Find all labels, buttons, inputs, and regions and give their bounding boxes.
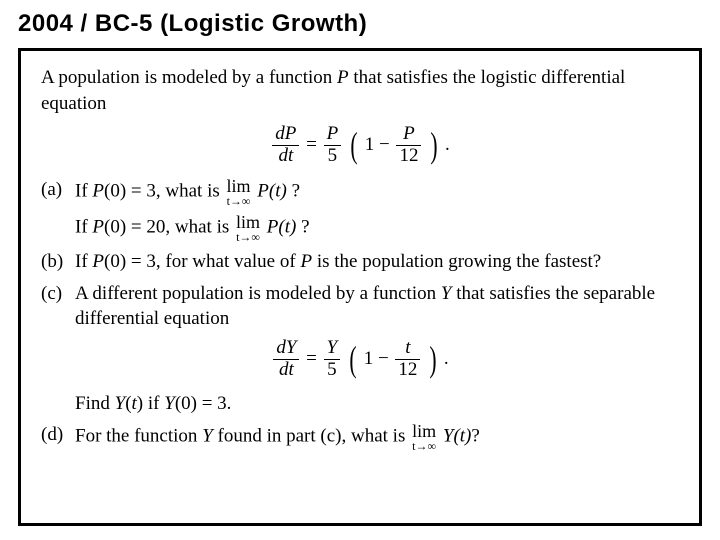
problem-box: A population is modeled by a function P … — [18, 48, 702, 526]
frac-p5: P 5 — [324, 124, 342, 167]
part-b: (b) If P(0) = 3, for what value of P is … — [41, 249, 679, 275]
part-a-body: If P(0) = 3, what is lim t→∞ P(t) ? — [75, 177, 679, 207]
part-d: (d) For the function Y found in part (c)… — [41, 422, 679, 452]
paren-group-1: ( 1 − P 12 ) — [348, 124, 440, 167]
limit-d: lim t→∞ — [412, 422, 436, 452]
part-a-line2: If P(0) = 20, what is lim t→∞ P(t) ? — [75, 213, 679, 243]
eq1-tail: . — [445, 134, 450, 155]
eq1-r2den: 12 — [396, 146, 421, 167]
page: 2004 / BC-5 (Logistic Growth) A populati… — [0, 0, 720, 540]
eq2-r1num: Y — [327, 337, 338, 358]
lim-top: lim — [227, 177, 251, 195]
part-c-line2: Find Y(t) if Y(0) = 3. — [75, 391, 679, 417]
eq1-inner: 1 − — [365, 134, 395, 155]
part-a: (a) If P(0) = 3, what is lim t→∞ P(t) ? — [41, 177, 679, 207]
frac-y5: Y 5 — [324, 338, 341, 381]
page-title: 2004 / BC-5 (Logistic Growth) — [18, 10, 702, 38]
eq2-r2num: t — [405, 337, 410, 358]
part-d-body: For the function Y found in part (c), wh… — [75, 422, 679, 452]
frac-p12: P 12 — [396, 124, 421, 167]
d-q: ? — [471, 426, 479, 447]
lim-bot-d: t→∞ — [412, 440, 436, 452]
eq2-den: dt — [279, 359, 294, 380]
d-fn: Y(t) — [443, 426, 472, 447]
paren-group-2: ( 1 − t 12 ) — [347, 338, 439, 381]
lim-bot2: t→∞ — [236, 231, 260, 243]
eq2-equals: = — [306, 348, 321, 369]
eq2-tail: . — [444, 348, 449, 369]
label-b: (b) — [41, 249, 75, 275]
frac-dydt: dY dt — [273, 338, 299, 381]
a1-fn: P(t) — [257, 180, 287, 201]
frac-dpdt: dP dt — [272, 124, 299, 167]
eq1-equals: = — [306, 134, 321, 155]
part-c: (c) A different population is modeled by… — [41, 281, 679, 332]
lim-top2: lim — [236, 213, 260, 231]
a2-fn: P(t) — [267, 216, 297, 237]
limit-a1: lim t→∞ — [227, 177, 251, 207]
label-c: (c) — [41, 281, 75, 332]
lim-top-d: lim — [412, 422, 436, 440]
part-b-body: If P(0) = 3, for what value of P is the … — [75, 249, 679, 275]
eq1-num: dP — [275, 123, 296, 144]
intro-text: A population is modeled by a function P … — [41, 65, 679, 116]
eq1-r1den: 5 — [324, 146, 342, 167]
label-a: (a) — [41, 177, 75, 207]
eq1-den: dt — [278, 145, 293, 166]
eq2-num: dY — [276, 337, 296, 358]
eq1-r2num: P — [403, 123, 415, 144]
frac-t12: t 12 — [395, 338, 420, 381]
lim-bot: t→∞ — [227, 195, 251, 207]
eq1-r1num: P — [327, 123, 339, 144]
limit-a2: lim t→∞ — [236, 213, 260, 243]
part-c-body: A different population is modeled by a f… — [75, 281, 679, 332]
a1-q: ? — [292, 180, 300, 201]
equation-2: dY dt = Y 5 ( 1 − t 12 ) . — [41, 338, 679, 381]
eq2-r1den: 5 — [324, 360, 341, 381]
label-d: (d) — [41, 422, 75, 452]
a2-q: ? — [301, 216, 309, 237]
eq2-inner: 1 − — [364, 348, 394, 369]
eq2-r2den: 12 — [395, 360, 420, 381]
equation-1: dP dt = P 5 ( 1 − P 12 ) . — [41, 124, 679, 167]
